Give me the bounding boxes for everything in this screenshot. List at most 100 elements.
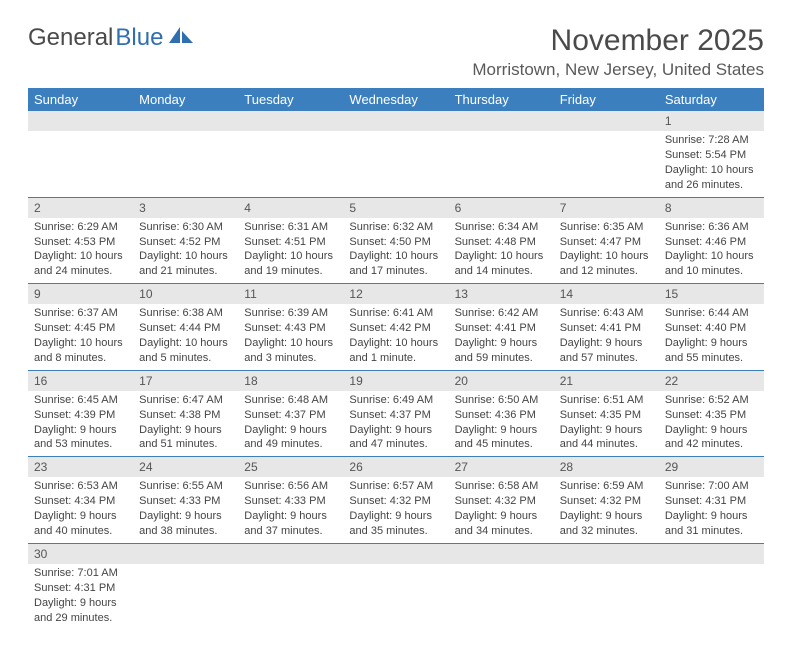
day-body: Sunrise: 6:39 AMSunset: 4:43 PMDaylight:… <box>238 304 343 369</box>
daylight-text: Daylight: 9 hours and 40 minutes. <box>34 509 127 539</box>
day-body: Sunrise: 6:49 AMSunset: 4:37 PMDaylight:… <box>343 391 448 456</box>
day-number <box>238 111 343 131</box>
day-number: 17 <box>133 371 238 391</box>
day-body: Sunrise: 6:45 AMSunset: 4:39 PMDaylight:… <box>28 391 133 456</box>
day-number <box>449 111 554 131</box>
header: GeneralBlue November 2025 Morristown, Ne… <box>28 24 764 80</box>
daylight-text: Daylight: 10 hours and 19 minutes. <box>244 249 337 279</box>
sunset-text: Sunset: 4:47 PM <box>560 235 653 250</box>
sunset-text: Sunset: 4:44 PM <box>139 321 232 336</box>
day-body: Sunrise: 7:28 AMSunset: 5:54 PMDaylight:… <box>659 131 764 196</box>
sunset-text: Sunset: 4:36 PM <box>455 408 548 423</box>
col-saturday: Saturday <box>659 88 764 111</box>
title-location: Morristown, New Jersey, United States <box>472 60 764 80</box>
day-body: Sunrise: 6:48 AMSunset: 4:37 PMDaylight:… <box>238 391 343 456</box>
sunrise-text: Sunrise: 6:35 AM <box>560 220 653 235</box>
day-number: 23 <box>28 457 133 477</box>
daylight-text: Daylight: 9 hours and 34 minutes. <box>455 509 548 539</box>
daylight-text: Daylight: 10 hours and 26 minutes. <box>665 163 758 193</box>
day-cell <box>449 111 554 197</box>
sunset-text: Sunset: 4:37 PM <box>244 408 337 423</box>
sunset-text: Sunset: 4:42 PM <box>349 321 442 336</box>
day-number <box>554 111 659 131</box>
sunset-text: Sunset: 4:46 PM <box>665 235 758 250</box>
day-cell: 24Sunrise: 6:55 AMSunset: 4:33 PMDayligh… <box>133 457 238 544</box>
sunrise-text: Sunrise: 6:34 AM <box>455 220 548 235</box>
daylight-text: Daylight: 9 hours and 31 minutes. <box>665 509 758 539</box>
day-body: Sunrise: 6:31 AMSunset: 4:51 PMDaylight:… <box>238 218 343 283</box>
day-body: Sunrise: 6:52 AMSunset: 4:35 PMDaylight:… <box>659 391 764 456</box>
day-body: Sunrise: 6:42 AMSunset: 4:41 PMDaylight:… <box>449 304 554 369</box>
day-cell <box>238 111 343 197</box>
day-number: 7 <box>554 198 659 218</box>
sunset-text: Sunset: 4:40 PM <box>665 321 758 336</box>
day-body: Sunrise: 6:51 AMSunset: 4:35 PMDaylight:… <box>554 391 659 456</box>
sunset-text: Sunset: 4:37 PM <box>349 408 442 423</box>
title-block: November 2025 Morristown, New Jersey, Un… <box>472 24 764 80</box>
sunset-text: Sunset: 4:51 PM <box>244 235 337 250</box>
sunset-text: Sunset: 4:41 PM <box>560 321 653 336</box>
day-body: Sunrise: 6:36 AMSunset: 4:46 PMDaylight:… <box>659 218 764 283</box>
col-monday: Monday <box>133 88 238 111</box>
sunrise-text: Sunrise: 6:39 AM <box>244 306 337 321</box>
sunset-text: Sunset: 4:32 PM <box>349 494 442 509</box>
day-cell: 23Sunrise: 6:53 AMSunset: 4:34 PMDayligh… <box>28 457 133 544</box>
day-cell: 11Sunrise: 6:39 AMSunset: 4:43 PMDayligh… <box>238 284 343 371</box>
day-number: 2 <box>28 198 133 218</box>
day-cell <box>449 543 554 629</box>
day-cell <box>343 543 448 629</box>
day-body: Sunrise: 7:00 AMSunset: 4:31 PMDaylight:… <box>659 477 764 542</box>
day-body: Sunrise: 6:56 AMSunset: 4:33 PMDaylight:… <box>238 477 343 542</box>
day-number <box>28 111 133 131</box>
day-body: Sunrise: 6:37 AMSunset: 4:45 PMDaylight:… <box>28 304 133 369</box>
daylight-text: Daylight: 10 hours and 24 minutes. <box>34 249 127 279</box>
day-body: Sunrise: 6:29 AMSunset: 4:53 PMDaylight:… <box>28 218 133 283</box>
sunset-text: Sunset: 4:43 PM <box>244 321 337 336</box>
day-body: Sunrise: 6:50 AMSunset: 4:36 PMDaylight:… <box>449 391 554 456</box>
sunset-text: Sunset: 4:34 PM <box>34 494 127 509</box>
day-cell: 25Sunrise: 6:56 AMSunset: 4:33 PMDayligh… <box>238 457 343 544</box>
week-row: 16Sunrise: 6:45 AMSunset: 4:39 PMDayligh… <box>28 370 764 457</box>
day-number: 13 <box>449 284 554 304</box>
sunrise-text: Sunrise: 6:52 AM <box>665 393 758 408</box>
daylight-text: Daylight: 10 hours and 21 minutes. <box>139 249 232 279</box>
day-body: Sunrise: 7:01 AMSunset: 4:31 PMDaylight:… <box>28 564 133 629</box>
day-cell <box>133 111 238 197</box>
day-number: 10 <box>133 284 238 304</box>
day-number: 20 <box>449 371 554 391</box>
week-row: 23Sunrise: 6:53 AMSunset: 4:34 PMDayligh… <box>28 457 764 544</box>
sunrise-text: Sunrise: 6:49 AM <box>349 393 442 408</box>
day-number: 8 <box>659 198 764 218</box>
sunrise-text: Sunrise: 6:29 AM <box>34 220 127 235</box>
sunset-text: Sunset: 4:33 PM <box>139 494 232 509</box>
sunset-text: Sunset: 4:38 PM <box>139 408 232 423</box>
day-cell <box>133 543 238 629</box>
day-cell <box>554 543 659 629</box>
sunrise-text: Sunrise: 6:45 AM <box>34 393 127 408</box>
day-cell: 9Sunrise: 6:37 AMSunset: 4:45 PMDaylight… <box>28 284 133 371</box>
day-body: Sunrise: 6:32 AMSunset: 4:50 PMDaylight:… <box>343 218 448 283</box>
sunrise-text: Sunrise: 6:37 AM <box>34 306 127 321</box>
sunset-text: Sunset: 4:35 PM <box>560 408 653 423</box>
day-body: Sunrise: 6:34 AMSunset: 4:48 PMDaylight:… <box>449 218 554 283</box>
day-cell: 1Sunrise: 7:28 AMSunset: 5:54 PMDaylight… <box>659 111 764 197</box>
weekday-header-row: Sunday Monday Tuesday Wednesday Thursday… <box>28 88 764 111</box>
logo: GeneralBlue <box>28 24 195 52</box>
daylight-text: Daylight: 9 hours and 57 minutes. <box>560 336 653 366</box>
day-body: Sunrise: 6:59 AMSunset: 4:32 PMDaylight:… <box>554 477 659 542</box>
sunset-text: Sunset: 4:35 PM <box>665 408 758 423</box>
col-friday: Friday <box>554 88 659 111</box>
day-cell <box>554 111 659 197</box>
day-number: 6 <box>449 198 554 218</box>
daylight-text: Daylight: 10 hours and 8 minutes. <box>34 336 127 366</box>
day-cell: 22Sunrise: 6:52 AMSunset: 4:35 PMDayligh… <box>659 370 764 457</box>
sunset-text: Sunset: 5:54 PM <box>665 148 758 163</box>
week-row: 2Sunrise: 6:29 AMSunset: 4:53 PMDaylight… <box>28 197 764 284</box>
day-cell: 7Sunrise: 6:35 AMSunset: 4:47 PMDaylight… <box>554 197 659 284</box>
sunrise-text: Sunrise: 6:42 AM <box>455 306 548 321</box>
day-cell: 26Sunrise: 6:57 AMSunset: 4:32 PMDayligh… <box>343 457 448 544</box>
day-cell: 30Sunrise: 7:01 AMSunset: 4:31 PMDayligh… <box>28 543 133 629</box>
sunrise-text: Sunrise: 6:38 AM <box>139 306 232 321</box>
daylight-text: Daylight: 10 hours and 5 minutes. <box>139 336 232 366</box>
title-month: November 2025 <box>472 24 764 58</box>
